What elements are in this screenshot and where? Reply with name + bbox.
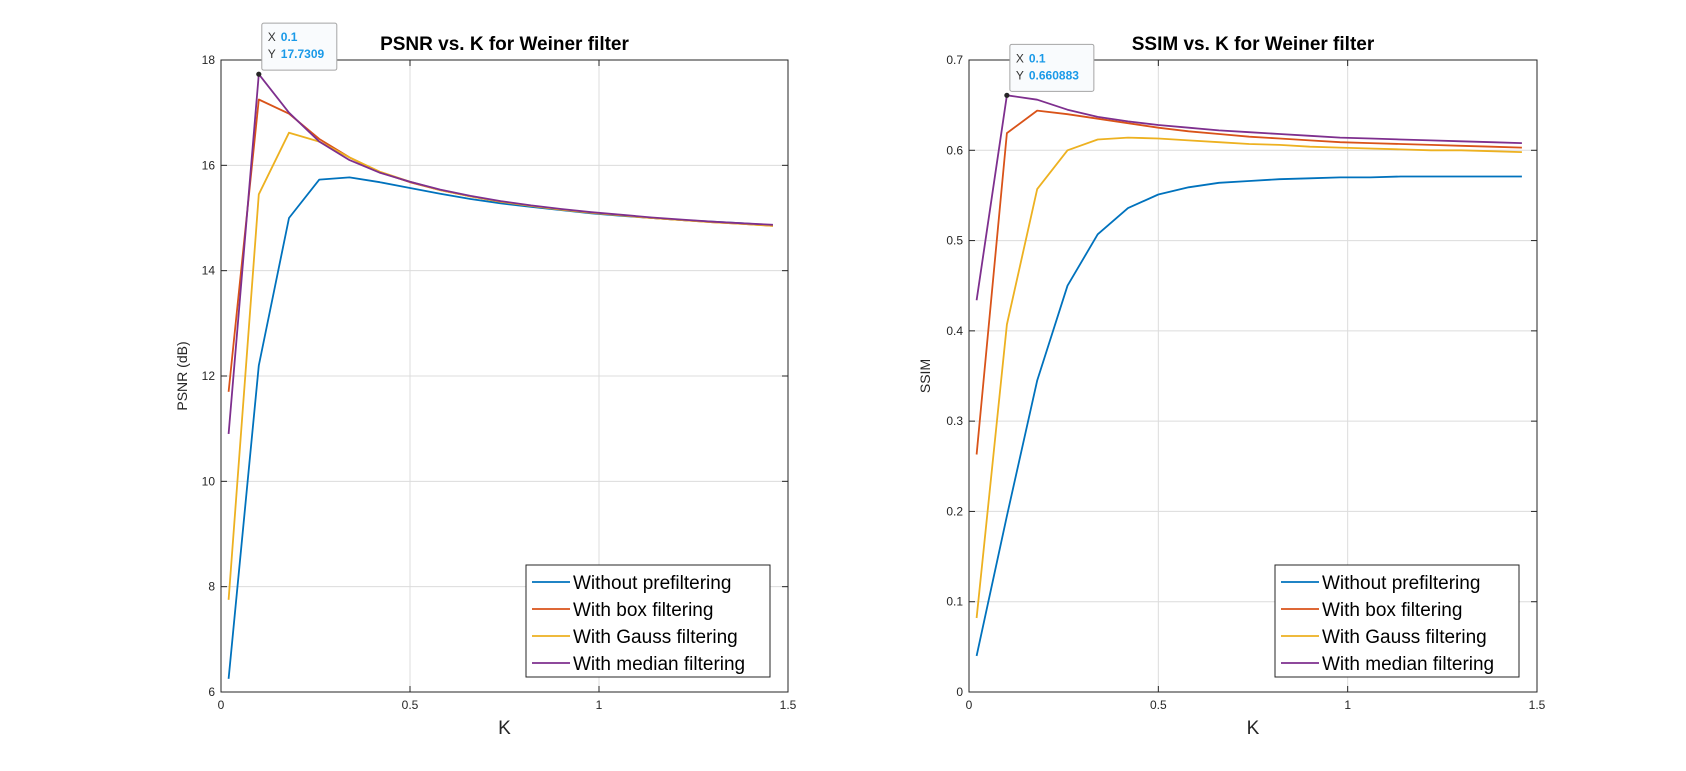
legend-entry-3: With median filtering	[1322, 654, 1494, 675]
data-tip-x-key: X	[1016, 51, 1024, 65]
legend: Without prefiltering With box filtering Wi…	[525, 564, 771, 678]
x-tick-label: 1.5	[780, 698, 797, 712]
legend-entry-0: Without prefiltering	[1322, 573, 1480, 594]
legend-entry-1: With box filtering	[1322, 600, 1462, 621]
axes-box	[968, 59, 1538, 693]
data-tip-y-key: Y	[268, 47, 276, 61]
y-tick-label: 18	[202, 53, 216, 67]
chart-title: PSNR vs. K for Weiner filter	[380, 34, 629, 55]
x-axis-label: K	[1247, 718, 1260, 739]
data-tip-y-key: Y	[1016, 68, 1024, 82]
x-tick-label: 0	[966, 698, 973, 712]
y-tick-label: 0.1	[946, 595, 963, 609]
chart-1: 0 0.5 1 1.5 0 0.1 0.2 0.3 0.4 0.5 0.6 0.7 SSIM vs. K…	[917, 34, 1546, 739]
legend-box	[1274, 564, 1520, 678]
legend-entry-1: With box filtering	[573, 600, 713, 621]
data-tip-box	[1009, 43, 1095, 92]
legend-box	[525, 564, 771, 678]
series-line-3	[227, 73, 773, 434]
data-tip-x-value: 0.1	[281, 30, 298, 44]
y-tick-label: 0.4	[946, 324, 963, 338]
x-tick-label: 1.5	[1529, 698, 1546, 712]
y-tick-label: 0.6	[946, 143, 963, 157]
series-line-2	[975, 136, 1522, 619]
y-tick-label: 0	[956, 685, 963, 699]
data-tip-x-value: 0.1	[1029, 51, 1046, 65]
data-tip[interactable]: X 0.1 Y 0.660883	[1004, 43, 1095, 98]
chart-0: 0 0.5 1 1.5 6 8 10 12 14 16 18 PSNR vs. K for Weine…	[174, 22, 797, 739]
y-tick-label: 8	[208, 580, 215, 594]
legend-entry-3: With median filtering	[573, 654, 745, 675]
y-tick-label: 6	[208, 685, 215, 699]
data-tip-y-value: 0.660883	[1029, 68, 1079, 82]
axes-box	[220, 59, 789, 693]
chart-title: SSIM vs. K for Weiner filter	[1132, 34, 1375, 55]
y-tick-label: 0.5	[946, 234, 963, 248]
y-axis-label: SSIM	[917, 359, 933, 393]
series-line-0	[975, 175, 1522, 657]
series-line-3	[975, 94, 1522, 301]
x-tick-label: 1	[1344, 698, 1351, 712]
y-tick-label: 0.7	[946, 53, 963, 67]
y-tick-label: 10	[202, 474, 216, 488]
x-tick-label: 0.5	[402, 698, 419, 712]
y-axis-label: PSNR (dB)	[174, 341, 190, 410]
y-tick-label: 0.2	[946, 504, 963, 518]
y-tick-label: 14	[202, 264, 216, 278]
y-tick-label: 16	[202, 158, 216, 172]
legend-entry-2: With Gauss filtering	[573, 627, 738, 648]
data-tip-marker[interactable]	[1004, 92, 1010, 98]
data-tip-marker[interactable]	[256, 71, 262, 77]
x-axis-label: K	[498, 718, 511, 739]
legend-entry-2: With Gauss filtering	[1322, 627, 1487, 648]
x-tick-label: 1	[596, 698, 603, 712]
data-tip-y-value: 17.7309	[281, 47, 325, 61]
legend: Without prefiltering With box filtering Wi…	[1274, 564, 1520, 678]
data-tip-box	[261, 22, 338, 71]
x-tick-label: 0	[218, 698, 225, 712]
y-tick-label: 12	[202, 369, 216, 383]
series-line-1	[975, 109, 1522, 455]
data-tip-x-key: X	[268, 30, 276, 44]
data-tip[interactable]: X 0.1 Y 17.7309	[256, 22, 338, 77]
y-tick-label: 0.3	[946, 414, 963, 428]
x-tick-label: 0.5	[1150, 698, 1167, 712]
legend-entry-0: Without prefiltering	[573, 573, 731, 594]
